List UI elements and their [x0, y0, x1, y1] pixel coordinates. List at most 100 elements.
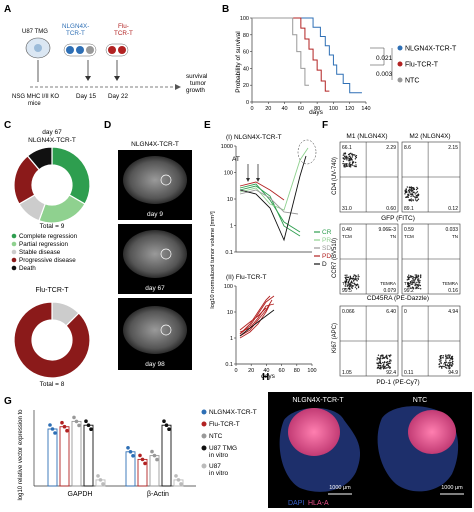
g-bar — [47, 428, 58, 487]
e-trajectory — [239, 295, 271, 335]
flow-quadrant-value: 1.05 — [342, 370, 352, 376]
flow-quadrant-value: 0.59 — [404, 227, 414, 233]
e-trajectory — [239, 299, 273, 337]
b-x-tick: 140 — [361, 106, 370, 112]
g-legend-swatch — [201, 409, 207, 415]
e-legend-item: PR — [322, 237, 331, 244]
flow-quadrant-value: 0.12 — [448, 206, 458, 212]
e-trajectory — [239, 147, 309, 211]
g-ylabel: log10 relative vector expression to — [18, 409, 24, 501]
g-point — [48, 423, 52, 427]
donut-slice — [13, 301, 91, 379]
day22-label: Day 22 — [108, 93, 128, 100]
f-col-title-1: M1 (NLGN4X) — [346, 133, 387, 140]
pvalue-1: 0.021 — [376, 55, 393, 62]
f-ylabel-3: Ki67 (APC) — [332, 323, 338, 353]
g-point — [98, 478, 103, 482]
flow-quadrant-label: TEM — [404, 281, 414, 286]
g-legend-swatch — [201, 445, 207, 451]
b-series-line — [252, 17, 309, 86]
e-trajectory — [239, 295, 275, 335]
b-y-tick: 100 — [240, 16, 249, 22]
c-header-1: day 67 — [42, 129, 62, 136]
g-point — [152, 453, 157, 458]
flow-quadrant-label: TEMRA — [442, 281, 458, 286]
b-x-tick: 100 — [329, 106, 338, 112]
c-legend-item: Stable disease — [19, 249, 61, 256]
flow-quadrant-label: TN — [390, 234, 396, 239]
b-x-tick: 0 — [250, 106, 253, 112]
e-legend-item: SD — [322, 245, 331, 252]
tcr-cells-icon — [63, 43, 129, 57]
g-bar-chart — [33, 410, 196, 487]
f-xlabel-1: GFP (FITC) — [381, 215, 415, 222]
e-trajectory — [239, 183, 301, 233]
f-ylabel-1: CD4 (UV-740) — [332, 157, 338, 195]
flow-quadrant-value: 89.1 — [404, 206, 414, 212]
e-trajectory — [239, 307, 267, 331]
pvalue-2: 0.003 — [376, 71, 393, 78]
flow-quadrant-value: 6.40 — [386, 309, 396, 315]
cell-dish-icon — [34, 44, 42, 52]
b-legend: NLGN4X-TCR-T Flu-TCR-T NTC — [397, 45, 457, 85]
donut-slice — [26, 146, 53, 171]
g-legend-item: U87 in vitro — [209, 463, 229, 477]
g-point — [60, 420, 64, 425]
g-bar — [83, 424, 94, 487]
e-plot-nlgn: 1000 100 10 1 0.1 — [221, 144, 312, 256]
g-point — [84, 419, 88, 424]
e-y-tick: 1 — [230, 336, 233, 342]
e-legend-item: PD — [322, 253, 331, 260]
g-point — [77, 423, 81, 428]
b-xlabel: days — [309, 109, 323, 116]
scale-label-right: 1000 μm — [441, 485, 463, 491]
c-donut-nlgn — [13, 146, 91, 224]
e-trajectory — [239, 181, 285, 201]
flow-quadrant-value: 0.033 — [445, 227, 458, 233]
f-ylabel-2: CCR7 (BV510) — [332, 238, 338, 278]
b-y-tick: 80 — [243, 33, 249, 39]
g-point — [164, 423, 169, 428]
e-y-tick: 1000 — [221, 144, 233, 150]
c-legend-swatch — [11, 241, 17, 247]
flow-quadrant-value: 0.066 — [342, 309, 355, 315]
panel-d: D NLGN4X-TCR-T day 9 day 67 day 98 — [104, 120, 192, 370]
b-y-tick: 20 — [243, 83, 249, 89]
d-label-day67: day 67 — [145, 285, 165, 292]
g-legend-swatch — [201, 421, 207, 427]
panel-label-f: F — [322, 120, 328, 131]
e-trajectory — [239, 309, 275, 337]
e-ylabel: log10 normalized tumor volume [mm³] — [210, 211, 216, 309]
b-series-line — [252, 17, 330, 92]
b-x-tick: 60 — [298, 106, 304, 112]
flow-quadrant-label: TEM — [342, 281, 352, 286]
g-cat-2: β-Actin — [147, 491, 169, 498]
d-label-day98: day 98 — [145, 361, 165, 368]
e-plot-flu: 100 10 1 0.10 20 40 60 80 100 — [224, 284, 317, 374]
g-point — [143, 461, 147, 466]
b-y-tick: 60 — [243, 50, 249, 56]
b-ylabel: Probability of survival — [235, 31, 242, 93]
flow-quadrant-value: 99.5 — [342, 288, 352, 294]
e-x-tick: 80 — [294, 368, 300, 374]
flow-quadrant-label: TCM — [404, 234, 414, 239]
b-y-tick: 40 — [243, 66, 249, 72]
g-point — [53, 431, 57, 435]
g-point — [174, 474, 178, 478]
f-xlabel-2: CD45RA (PE-Dazzle) — [367, 295, 429, 302]
e-xlabel: days — [261, 373, 275, 380]
host-label: NSG MHC I/II KO mice — [12, 94, 59, 107]
g-point — [179, 482, 183, 486]
flow-quadrant-label: TEMRA — [380, 281, 396, 286]
flow-quadrant-label: TCM — [342, 234, 352, 239]
flow-quadrant-value: 0.079 — [383, 288, 396, 294]
e-y-tick: 10 — [227, 197, 233, 203]
b-x-tick: 40 — [282, 106, 288, 112]
g-point — [96, 474, 100, 478]
c-legend-item: Partial regression — [19, 241, 68, 248]
g-point — [155, 457, 159, 462]
f-flow-plots: 66.1 2.29 31.0 0.60 8.6 2.15 89.1 0.12 0.40 9.06E… — [339, 141, 461, 377]
b-x-tick: 20 — [265, 106, 271, 112]
